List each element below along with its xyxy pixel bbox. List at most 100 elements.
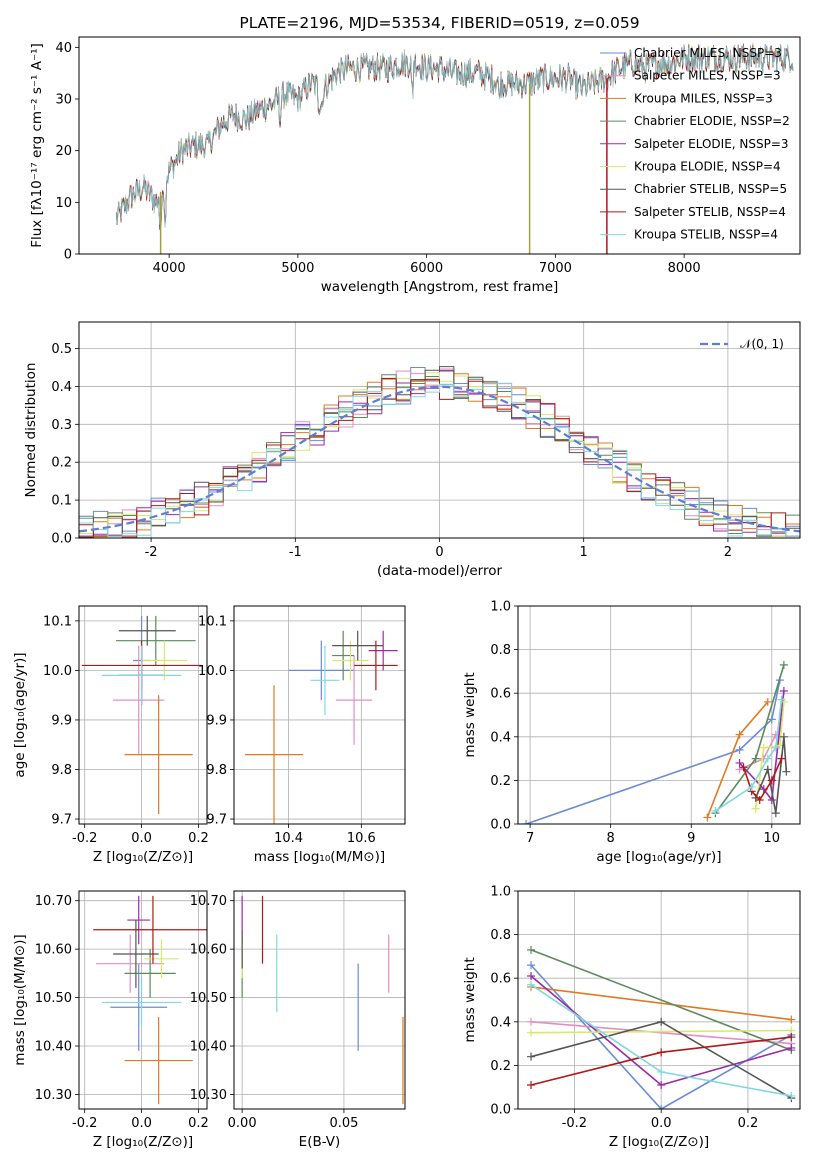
x-tick-label: 0.2 <box>738 1116 759 1131</box>
legend-label-1: Salpeter MILES, NSSP=3 <box>634 69 781 83</box>
panel-3: 10.4 10.6 9.7 9.8 9.9 10.0 10.1 mass [log₁₀(M/M… <box>198 605 406 865</box>
y-tick-label: 10.60 <box>35 943 72 958</box>
normal-curve <box>79 385 800 533</box>
panel-0: 4000 5000 6000 7000 8000 0 10 20 30 40 wavelength … <box>29 14 801 295</box>
weight-marker-8 <box>777 695 786 704</box>
x-tick-label: 4000 <box>153 261 186 276</box>
weight-line-2 <box>530 986 792 1021</box>
y-tick-label: 0.4 <box>490 1015 511 1030</box>
y-axis-label: age [log₁₀(age/yr)] <box>12 652 28 777</box>
weight-line-5 <box>754 701 785 809</box>
y-tick-label: 0.2 <box>51 456 72 471</box>
plot-area <box>241 895 404 1105</box>
weight-marker-4 <box>767 796 776 805</box>
x-tick-label: 0.0 <box>651 1116 672 1131</box>
axes-frame <box>233 890 406 1110</box>
weight-marker-2 <box>787 1015 796 1024</box>
weight-marker-8 <box>527 980 536 989</box>
weight-line-0 <box>525 679 781 824</box>
y-tick-label: 10.50 <box>190 991 227 1006</box>
plot-area <box>93 895 207 1105</box>
legend-label-7: Salpeter STELIB, NSSP=4 <box>634 205 786 219</box>
x-tick-label: 0.2 <box>188 1116 209 1131</box>
y-tick-label: 0.8 <box>490 643 511 658</box>
x-axis-label: Z [log₁₀(Z/Z⊙)] <box>93 849 193 865</box>
chart-title: PLATE=2196, MJD=53534, FIBERID=0519, z=0… <box>239 14 639 32</box>
y-tick-label: 0.2 <box>490 774 511 789</box>
weight-marker-6 <box>763 765 772 774</box>
weight-marker-2 <box>735 730 744 739</box>
y-axis-label: mass [log₁₀(M/M⊙)] <box>12 934 28 1065</box>
x-axis-label: wavelength [Angstrom, rest frame] <box>321 279 559 295</box>
legend-label-6: Chabrier STELIB, NSSP=5 <box>634 182 787 196</box>
y-tick-label: 30 <box>55 93 72 108</box>
x-tick-label: -0.2 <box>72 1116 97 1131</box>
y-tick-label: 0.0 <box>490 818 511 833</box>
weight-marker-8 <box>711 806 720 815</box>
y-tick-label: 10.30 <box>190 1088 227 1103</box>
legend-label-normal: 𝒩(0, 1) <box>740 337 784 351</box>
plot-area <box>522 660 791 824</box>
x-tick-label: -0.2 <box>72 831 97 846</box>
x-tick-label: 9 <box>687 831 695 846</box>
legend-label-5: Kroupa ELODIE, NSSP=4 <box>634 160 781 174</box>
legend-label-8: Kroupa STELIB, NSSP=4 <box>634 228 778 242</box>
panel-7: -0.2 0.0 0.2 0.0 0.2 0.4 0.6 0.8 1.0 Z [log₁₀(Z/Z… <box>462 885 801 1150</box>
y-axis-label: mass weight <box>462 957 478 1042</box>
x-tick-label: 10 <box>764 831 781 846</box>
panel-1: -2 -1 0 1 2 0.0 0.1 0.2 0.3 0.4 0.5 (data-model)/er… <box>23 321 801 579</box>
weight-marker-5 <box>751 804 760 813</box>
x-tick-label: 5000 <box>281 261 314 276</box>
y-tick-label: 9.7 <box>51 813 72 828</box>
x-tick-label: 8000 <box>668 261 701 276</box>
x-tick-label: -1 <box>289 545 302 560</box>
y-tick-label: 10 <box>55 196 72 211</box>
panel-5: -0.2 0.0 0.2 10.30 10.40 10.50 10.60 10.70 Z [lo… <box>12 890 209 1150</box>
y-tick-label: 9.7 <box>206 813 227 828</box>
legend-label-0: Chabrier MILES, NSSP=3 <box>634 46 782 60</box>
y-tick-label: 0.8 <box>490 928 511 943</box>
weight-line-3 <box>530 949 792 1051</box>
x-tick-label: 0.2 <box>188 831 209 846</box>
weight-marker-5 <box>759 743 768 752</box>
weight-marker-8 <box>787 1091 796 1100</box>
plot-area <box>79 366 800 538</box>
y-tick-label: 1.0 <box>490 600 511 615</box>
y-tick-label: 9.9 <box>51 713 72 728</box>
axes-frame <box>517 605 801 825</box>
weight-marker-3 <box>779 660 788 669</box>
y-tick-label: 10.1 <box>198 614 227 629</box>
x-tick-label: 0.00 <box>228 1116 257 1131</box>
weight-marker-3 <box>751 754 760 763</box>
x-axis-label: (data-model)/error <box>377 563 503 579</box>
y-tick-label: 9.9 <box>206 713 227 728</box>
weight-marker-7 <box>739 763 748 772</box>
y-tick-label: 0.4 <box>490 730 511 745</box>
y-tick-label: 10.1 <box>43 614 72 629</box>
axes-frame <box>78 36 801 255</box>
weight-marker-8 <box>763 754 772 763</box>
axes-frame <box>78 890 208 1110</box>
panel-4: 7 8 9 10 0.0 0.2 0.4 0.6 0.8 1.0 age [log₁₀(age/yr… <box>462 600 801 865</box>
weight-marker-2 <box>763 697 772 706</box>
x-tick-label: -2 <box>145 545 158 560</box>
axes-frame <box>78 321 801 539</box>
y-tick-label: 0.4 <box>51 380 72 395</box>
x-tick-label: 7000 <box>539 261 572 276</box>
weight-marker-0 <box>522 820 531 824</box>
y-tick-label: 10.30 <box>35 1088 72 1103</box>
weight-line-5 <box>530 1029 792 1034</box>
weight-marker-8 <box>747 782 756 791</box>
y-tick-label: 9.8 <box>51 763 72 778</box>
x-tick-label: 6000 <box>410 261 443 276</box>
y-tick-label: 10.70 <box>190 894 227 909</box>
weight-marker-4 <box>657 1081 666 1090</box>
weight-marker-2 <box>703 813 712 822</box>
y-tick-label: 0.5 <box>51 342 72 357</box>
weight-marker-6 <box>779 732 788 741</box>
y-tick-label: 1.0 <box>490 885 511 900</box>
legend-label-2: Kroupa MILES, NSSP=3 <box>634 91 773 105</box>
weight-marker-4 <box>779 687 788 696</box>
weight-marker-3 <box>527 945 536 954</box>
weight-marker-6 <box>527 1052 536 1061</box>
